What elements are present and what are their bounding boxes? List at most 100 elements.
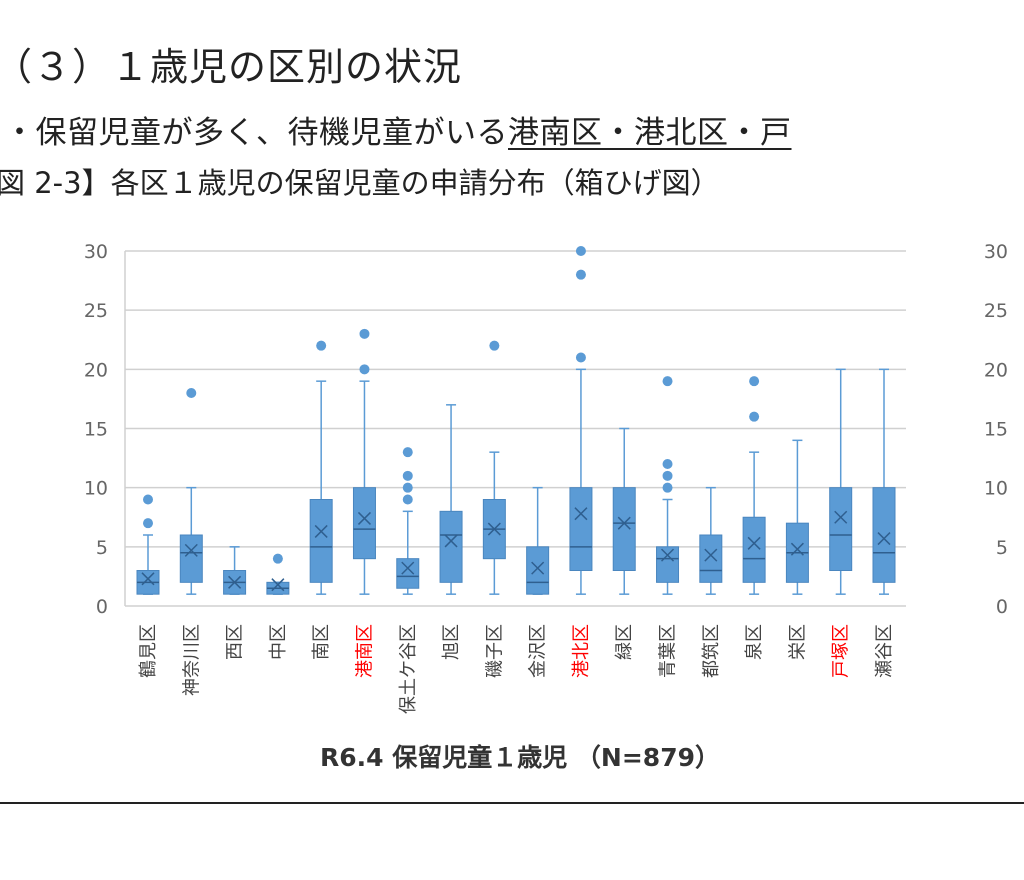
mean-marker — [487, 522, 501, 536]
x-tick-label: 港南区 — [354, 624, 375, 678]
bullet-text: ・保留児童が多く、待機児童がいる港南区・港北区・戸 — [4, 107, 792, 152]
box-中区 — [266, 553, 290, 595]
iqr-box — [309, 499, 333, 583]
iqr-box — [569, 487, 593, 571]
box-戸塚区 — [829, 368, 853, 595]
box-南区 — [309, 340, 333, 595]
box-旭区 — [439, 404, 463, 595]
y-tick-label: 10 — [84, 478, 108, 500]
box-瀬谷区 — [872, 368, 896, 595]
x-tick-label: 緑区 — [614, 624, 635, 660]
x-tick-label: 神奈川区 — [181, 624, 202, 696]
outlier-point — [402, 470, 413, 481]
outlier-point — [575, 269, 586, 280]
mean-marker — [271, 578, 285, 592]
box-港南区 — [352, 328, 376, 595]
x-tick-label: 栄区 — [787, 624, 808, 660]
mean-marker — [228, 575, 242, 589]
iqr-box — [872, 487, 896, 583]
mean-marker — [314, 524, 328, 538]
y-tick-label: 20 — [84, 359, 108, 381]
x-tick-label: 金沢区 — [528, 624, 549, 678]
boxplot-chart: 051015202530 051015202530 鶴見区 神奈川区 西区 中区 南区港… — [84, 241, 1008, 772]
iqr-box — [742, 516, 766, 583]
right-y-tick-label: 15 — [984, 419, 1008, 441]
iqr-box — [352, 487, 376, 560]
mean-marker — [574, 507, 588, 521]
x-tick-label: 瀬谷区 — [874, 624, 895, 678]
y-tick-label: 25 — [84, 300, 108, 322]
iqr-box — [526, 546, 550, 595]
bullet-underlined-text: 港南区・港北区・戸 — [508, 115, 792, 151]
mean-marker — [747, 536, 761, 550]
iqr-box — [699, 534, 723, 583]
outlier-point — [749, 376, 760, 387]
mean-marker — [531, 561, 545, 575]
box-緑区 — [612, 427, 636, 595]
outlier-point — [402, 447, 413, 458]
x-tick-label: 戸塚区 — [831, 624, 852, 678]
outlier-point — [575, 352, 586, 363]
iqr-box — [439, 510, 463, 583]
outlier-point — [402, 494, 413, 505]
outlier-point — [143, 494, 153, 505]
x-axis-title: R6.4 保留児童１歳児 （N=879） — [320, 743, 720, 772]
outlier-point — [489, 340, 500, 351]
outlier-point — [662, 376, 673, 387]
right-y-tick-label: 20 — [984, 359, 1008, 381]
iqr-box — [179, 534, 203, 583]
outlier-point — [662, 459, 673, 469]
box-栄区 — [785, 439, 809, 595]
box-鶴見区 — [136, 494, 160, 595]
outlier-point — [186, 388, 197, 398]
outlier-point — [143, 518, 153, 529]
box-磯子区 — [482, 340, 506, 595]
y-tick-label: 15 — [84, 419, 108, 441]
x-tick-label: 磯子区 — [484, 624, 505, 678]
x-tick-label: 西区 — [225, 624, 246, 660]
outlier-point — [359, 328, 370, 339]
section-heading: （３）１歳児の区別の状況 — [0, 45, 463, 89]
mean-marker — [834, 510, 848, 524]
y-tick-label: 30 — [84, 241, 108, 263]
box-泉区 — [742, 376, 766, 595]
mean-marker — [704, 548, 718, 562]
mean-marker — [790, 542, 804, 556]
mean-marker — [660, 548, 675, 562]
y-tick-label: 0 — [96, 596, 108, 618]
bullet-plain-text: ・保留児童が多く、待機児童がいる — [4, 115, 508, 151]
iqr-box — [396, 558, 420, 589]
x-tick-label: 泉区 — [744, 624, 765, 660]
outlier-point — [402, 482, 413, 493]
right-y-tick-label: 30 — [984, 241, 1008, 263]
x-tick-label: 港北区 — [571, 624, 592, 678]
mean-marker — [357, 511, 372, 525]
outlier-point — [359, 364, 370, 375]
right-y-tick-label: 5 — [996, 537, 1008, 559]
x-tick-label: 都筑区 — [701, 624, 722, 678]
x-tick-label: 旭区 — [441, 624, 462, 660]
right-y-tick-label: 0 — [996, 596, 1008, 618]
box-都筑区 — [699, 486, 723, 595]
mean-marker — [444, 534, 458, 548]
iqr-box — [829, 487, 853, 571]
bottom-divider — [0, 802, 1024, 804]
box-西区 — [223, 546, 247, 595]
x-tick-label: 鶴見区 — [138, 624, 159, 678]
box-保土ケ谷区 — [396, 447, 420, 595]
figure-caption: 図 2-3】各区１歳児の保留児童の申請分布（箱ひげ図） — [0, 166, 720, 200]
mean-marker — [184, 543, 198, 557]
box-港北区 — [569, 246, 593, 595]
iqr-box — [656, 546, 680, 583]
outlier-point — [316, 340, 327, 351]
iqr-box — [612, 487, 636, 571]
outlier-point — [662, 482, 673, 493]
right-y-tick-label: 25 — [984, 300, 1008, 322]
x-tick-label: 南区 — [311, 624, 332, 660]
mean-marker — [141, 572, 155, 586]
outlier-point — [272, 553, 283, 564]
mean-marker — [401, 561, 415, 575]
outlier-point — [575, 246, 586, 256]
x-tick-label: 中区 — [268, 624, 289, 660]
box-神奈川区 — [179, 388, 203, 595]
